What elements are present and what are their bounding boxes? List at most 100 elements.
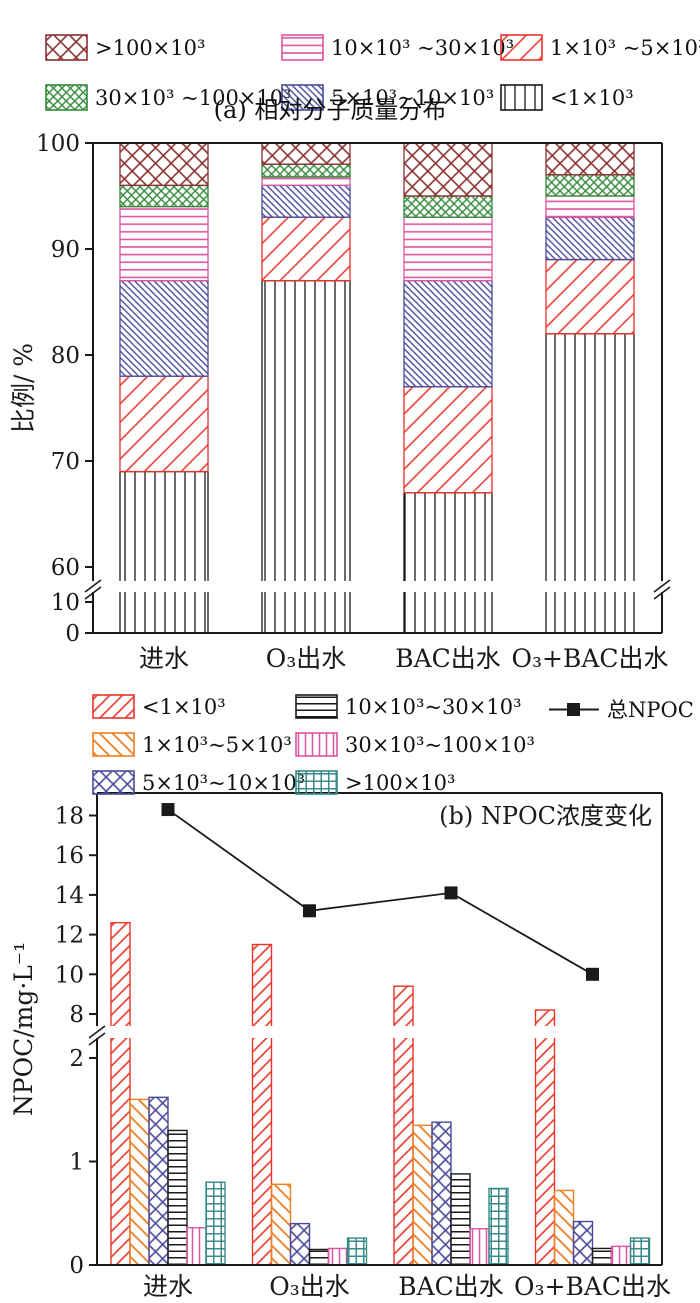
grouped-bar xyxy=(289,1222,311,1265)
y-tick-label: 1 xyxy=(69,1150,84,1176)
y-tick-label: 100 xyxy=(36,131,80,157)
diagonal-hatch-swatch-icon xyxy=(92,694,135,719)
stack-segment xyxy=(403,592,493,633)
axis-break-icon xyxy=(653,579,671,593)
legend-label: 5×10³~10×10³ xyxy=(331,85,495,110)
axis-break-icon xyxy=(88,1032,106,1046)
y-tick-label: 0 xyxy=(65,621,80,647)
stack-segment xyxy=(261,216,351,282)
grouped-bar xyxy=(251,1038,273,1265)
grouped-bar xyxy=(572,1220,594,1265)
grouped-bar xyxy=(310,1170,329,1173)
grouped-bar xyxy=(308,1248,330,1265)
chart-a-axes: 60 70 80 90 100 0 10 进水 O₃出水 BAC出水 O₃+BAC出水 比例/ % xyxy=(9,131,671,673)
grouped-bar xyxy=(534,1009,556,1026)
legend-label: 总NPOC xyxy=(607,698,694,722)
grouped-bar xyxy=(393,985,414,1026)
stack-segment xyxy=(119,184,209,208)
y-tick-label: 12 xyxy=(55,923,84,949)
stack-segment xyxy=(403,142,493,197)
y-tick-label: 0 xyxy=(69,1253,84,1279)
chart-a-bars-upper xyxy=(119,142,635,581)
grouped-bar xyxy=(555,1159,574,1173)
axis-break-icon xyxy=(84,579,102,593)
grouped-bar xyxy=(393,1038,414,1265)
grouped-bar xyxy=(593,1170,612,1173)
dense-crosshatch-swatch-icon xyxy=(45,84,88,111)
back-diagonal-swatch-icon xyxy=(281,84,324,111)
npoc-line xyxy=(167,808,593,976)
grouped-bar xyxy=(167,1129,188,1265)
diagonal-hatch-swatch-icon xyxy=(500,34,543,61)
legend-label: 30×10³ ~100×10³ xyxy=(95,85,292,110)
grouped-bar xyxy=(348,1168,367,1173)
horizontal-lines-swatch-icon xyxy=(281,34,324,61)
npoc-marker-icon xyxy=(444,886,458,900)
legend-label: 30×10³~100×10³ xyxy=(345,732,535,757)
grouped-bar xyxy=(489,1158,508,1173)
legend-label: 10×10³~30×10³ xyxy=(345,694,522,719)
x-category-label: BAC出水 xyxy=(395,644,501,673)
stack-segment xyxy=(119,592,209,633)
grouped-bar xyxy=(469,1228,490,1265)
vertical-lines-swatch-icon xyxy=(500,84,543,111)
stack-segment xyxy=(119,205,209,282)
line-marker-icon xyxy=(549,702,599,716)
grouped-bar xyxy=(534,1038,556,1265)
legend-item-5k-10k: 5×10³~10×10³ xyxy=(92,770,305,795)
chart-a: 60 70 80 90 100 0 10 进水 O₃出水 BAC出水 O₃+BAC出水 比例/ % xyxy=(9,131,671,673)
grouped-bar xyxy=(553,1189,575,1265)
crosshatch-swatch-icon xyxy=(45,34,88,61)
axis-break-icon xyxy=(84,586,102,600)
stack-segment xyxy=(119,470,209,581)
stack-segment xyxy=(403,386,493,494)
vertical-lines-swatch-icon xyxy=(295,732,338,757)
stack-segment xyxy=(261,592,351,633)
grouped-bar xyxy=(291,1165,310,1173)
legend-item-10k-30k: 10×10³~30×10³ xyxy=(295,694,522,719)
horizontal-lines-swatch-icon xyxy=(295,694,338,719)
grouped-bar xyxy=(450,1173,471,1265)
y-tick-label: 16 xyxy=(55,843,84,869)
x-category-label: 进水 xyxy=(139,644,189,673)
grouped-bar xyxy=(129,1098,150,1265)
grouped-bar xyxy=(431,1121,452,1265)
legend-item-lt1k: <1×10³ xyxy=(500,84,634,111)
x-category-label: O₃出水 xyxy=(266,644,347,673)
grouped-bar xyxy=(488,1187,509,1265)
stack-segment xyxy=(119,375,209,473)
legend-label: 1×10³ ~5×10³ xyxy=(550,35,700,60)
grouped-bar xyxy=(205,1181,226,1265)
y-axis-title: NPOC/mg·L⁻¹ xyxy=(9,942,38,1116)
y-tick-label: 60 xyxy=(51,555,80,581)
stack-segment xyxy=(119,280,209,377)
x-category-label: O₃+BAC出水 xyxy=(511,644,668,673)
grouped-bar xyxy=(346,1237,368,1265)
grouped-bar xyxy=(631,1168,650,1173)
y-tick-label: 8 xyxy=(69,1002,84,1028)
legend-item-30k-100k: 30×10³~100×10³ xyxy=(295,732,535,757)
y-tick-label: 90 xyxy=(51,237,80,263)
legend-item-1k-5k: 1×10³~5×10³ xyxy=(92,732,292,757)
legend-item-10k-30k: 10×10³ ~30×10³ xyxy=(281,34,514,61)
stack-segment xyxy=(261,176,351,187)
panel-a-title: (a) 相对分子质量分布 xyxy=(213,96,447,124)
grouped-bar xyxy=(270,1183,292,1265)
legend-item-total-npoc: 总NPOC xyxy=(548,694,694,724)
x-category-label: O₃出水 xyxy=(269,1272,350,1301)
grouped-bar xyxy=(148,1096,169,1265)
axis-break-icon xyxy=(88,1025,106,1039)
legend-label: 5×10³~10×10³ xyxy=(142,770,306,795)
legend-item-5k-10k: 5×10³~10×10³ xyxy=(281,84,494,111)
grouped-bar xyxy=(470,1166,489,1173)
npoc-marker-icon xyxy=(303,904,316,918)
grouped-bar xyxy=(186,1227,207,1265)
stack-segment xyxy=(119,142,209,187)
grouped-bar xyxy=(272,1157,291,1172)
grouped-bar xyxy=(629,1237,651,1265)
panel-b-title: (b) NPOC浓度变化 xyxy=(439,802,652,830)
axis-break-icon xyxy=(653,586,671,600)
